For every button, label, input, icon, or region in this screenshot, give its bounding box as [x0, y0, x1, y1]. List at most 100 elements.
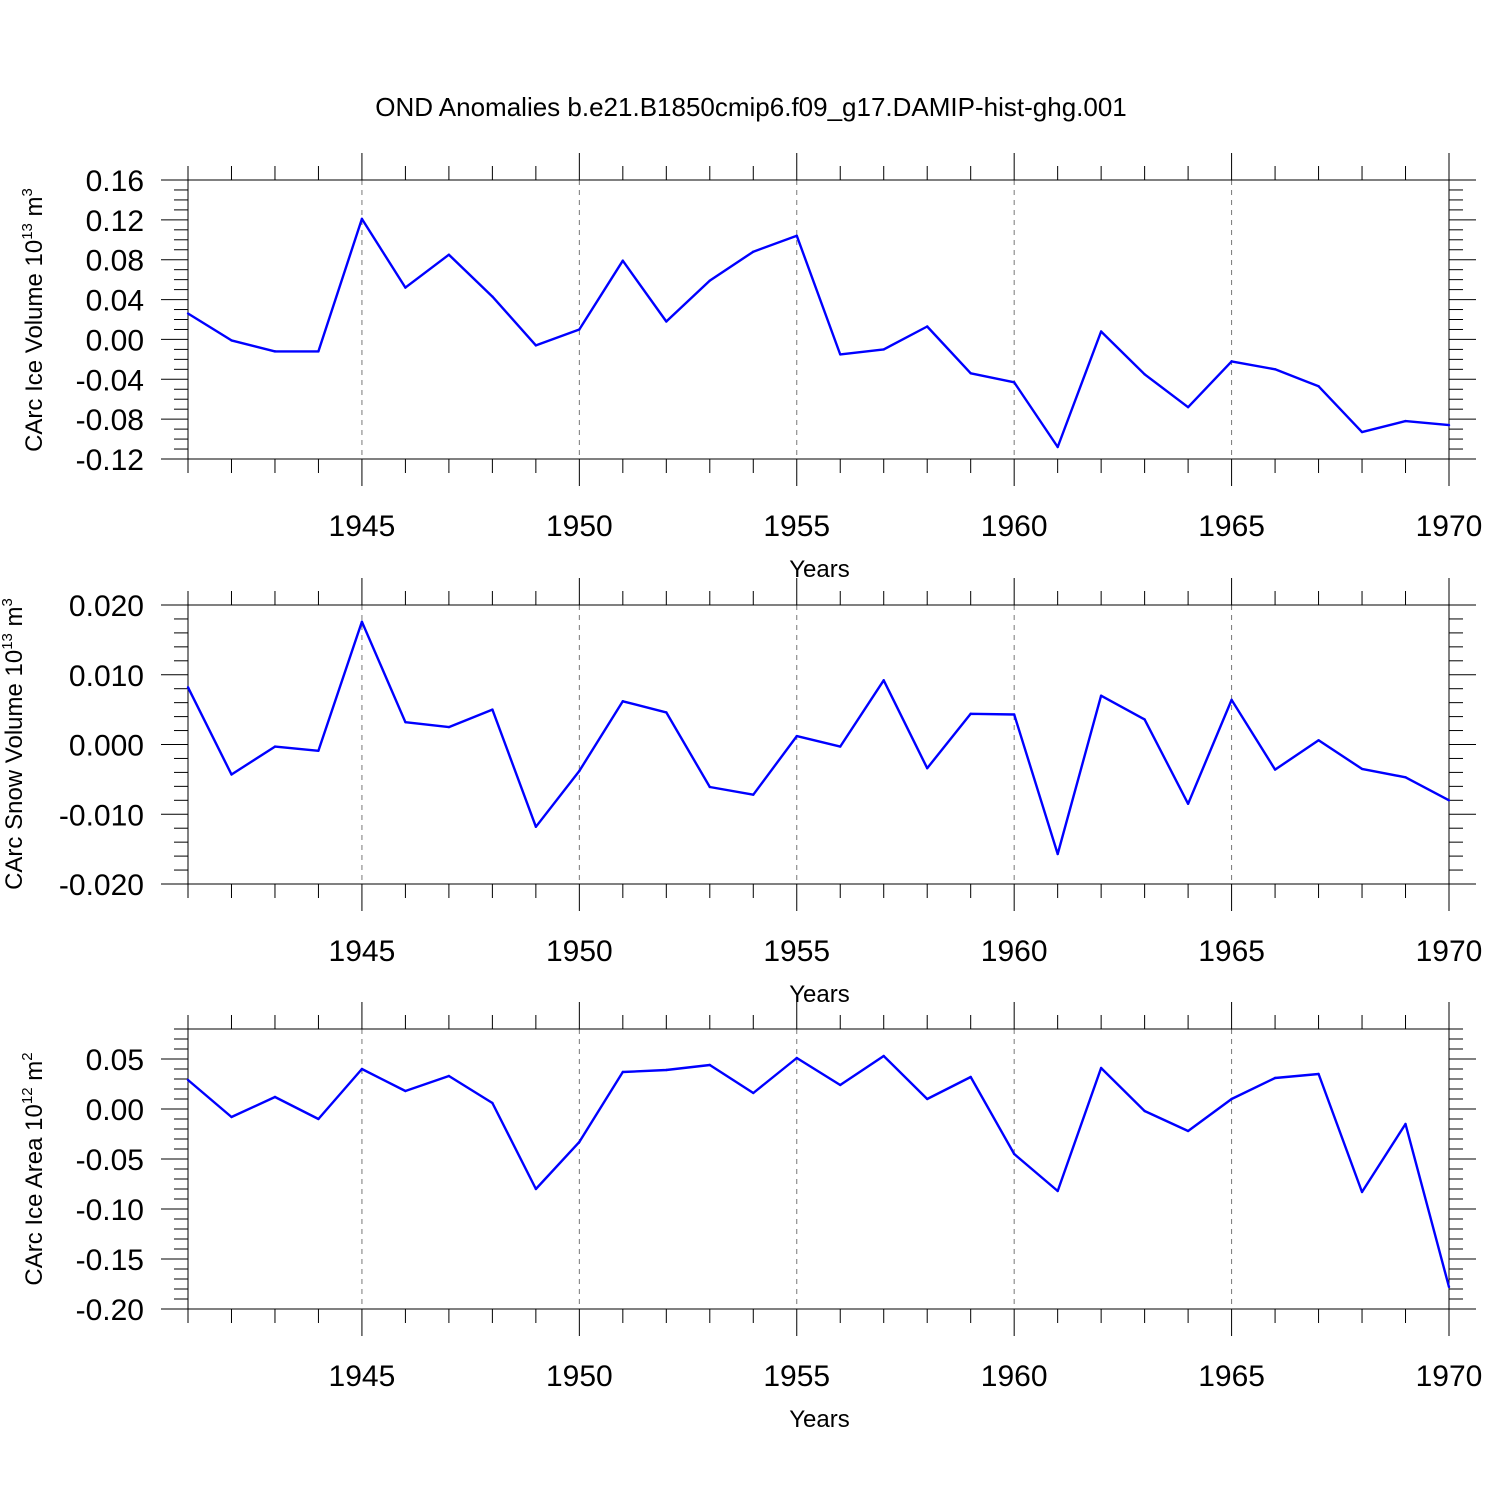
- y-axis-label-text: CArc Snow Volume 10: [1, 650, 28, 890]
- x-tick-label: 1955: [763, 510, 830, 543]
- panel-1: 0.16 0.12 0.08 0.04 0.00 -0.04 -0.08 -0.12 1945 1…: [19, 153, 1482, 583]
- panel-3: 0.05 0.00 -0.05 -0.10 -0.15 -0.20 1945 1950 1955…: [19, 1002, 1482, 1433]
- data-point: [1143, 1109, 1146, 1113]
- series-line: [186, 620, 1450, 856]
- data-point: [1230, 698, 1233, 702]
- chart-title: OND Anomalies b.e21.B1850cmip6.f09_g17.D…: [375, 92, 1127, 122]
- y-tick-label: 0.04: [86, 285, 144, 318]
- data-point: [491, 1101, 494, 1105]
- data-point: [230, 1115, 233, 1119]
- plot-frame: [187, 179, 1450, 460]
- y-axis-label: CArc Ice Area 1012 m2: [19, 1052, 48, 1285]
- data-point: [1273, 368, 1277, 371]
- data-point: [752, 793, 755, 796]
- data-point: [447, 725, 451, 729]
- data-point: [752, 250, 755, 253]
- y-tick-label: -0.10: [76, 1194, 144, 1227]
- data-point: [273, 350, 277, 353]
- y-tick-label: 0.010: [69, 660, 144, 693]
- x-tick-label: 1950: [546, 935, 613, 968]
- data-point: [578, 769, 581, 773]
- x-tick-label: 1965: [1198, 935, 1265, 968]
- data-point: [1230, 360, 1233, 363]
- data-point: [1317, 385, 1320, 388]
- data-point: [621, 1070, 625, 1074]
- data-point: [665, 711, 668, 714]
- data-point: [969, 372, 972, 375]
- data-point: [882, 679, 885, 682]
- data-point: [1143, 373, 1146, 376]
- y-axis-label-text: m: [21, 196, 48, 223]
- data-point: [1447, 799, 1451, 802]
- data-point: [665, 1068, 668, 1072]
- y-axis-label-exponent: 2: [19, 1052, 36, 1060]
- data-point: [1360, 767, 1364, 771]
- data-point: [1317, 739, 1320, 742]
- data-point: [404, 720, 407, 724]
- y-tick-label: 0.020: [69, 590, 144, 623]
- y-tick-label: -0.010: [59, 799, 144, 832]
- y-axis-label: CArc Snow Volume 1013 m3: [0, 598, 28, 890]
- data-point: [926, 1097, 929, 1101]
- data-point: [317, 350, 320, 353]
- data-point: [1447, 423, 1451, 427]
- data-point: [404, 286, 407, 289]
- x-tick-label: 1945: [329, 1360, 396, 1393]
- y-tick-label: -0.04: [76, 364, 144, 397]
- data-point: [1099, 1066, 1103, 1070]
- data-point: [882, 1054, 885, 1058]
- data-point: [1012, 1152, 1016, 1156]
- x-tick-label: 1970: [1416, 935, 1483, 968]
- data-point: [1099, 694, 1103, 697]
- x-tick-label: 1960: [981, 935, 1048, 968]
- data-point: [926, 767, 929, 770]
- data-point: [317, 749, 320, 752]
- data-point: [708, 1063, 711, 1067]
- y-tick-label: -0.20: [76, 1294, 144, 1327]
- data-point: [1012, 381, 1016, 384]
- data-point: [1317, 1072, 1320, 1076]
- data-point: [534, 825, 538, 829]
- y-axis-label-exponent: 12: [19, 1087, 36, 1104]
- data-point: [1012, 713, 1016, 716]
- y-tick-label: -0.020: [59, 869, 144, 902]
- data-point: [926, 325, 929, 328]
- data-point: [1186, 1129, 1190, 1133]
- data-point: [1099, 330, 1103, 333]
- y-axis-label-text: m: [21, 1061, 48, 1088]
- data-point: [491, 708, 494, 711]
- data-point: [1056, 852, 1059, 856]
- data-point: [578, 328, 581, 331]
- data-point: [795, 1056, 798, 1060]
- data-point: [839, 1083, 842, 1087]
- x-tick-label: 1950: [546, 1360, 613, 1393]
- y-tick-label: 0.00: [86, 324, 144, 357]
- y-tick-label: 0.12: [86, 205, 144, 238]
- y-tick-label: 0.08: [86, 245, 144, 278]
- data-point: [1273, 768, 1277, 771]
- y-axis-label-exponent: 3: [19, 188, 36, 196]
- x-tick-label: 1965: [1198, 510, 1265, 543]
- data-point: [708, 785, 711, 789]
- data-point: [317, 1117, 320, 1121]
- x-tick-label: 1970: [1416, 510, 1483, 543]
- data-point: [1404, 776, 1407, 779]
- data-point: [1056, 445, 1059, 449]
- y-axis-label-exponent: 13: [19, 223, 36, 240]
- x-tick-label: 1950: [546, 510, 613, 543]
- y-tick-label: 0.16: [86, 165, 144, 198]
- x-tick-label: 1960: [981, 1360, 1048, 1393]
- data-point: [1404, 1122, 1407, 1126]
- data-point: [186, 1078, 190, 1082]
- y-axis-label-text: CArc Ice Area 10: [21, 1104, 48, 1285]
- y-tick-label: -0.12: [76, 444, 144, 477]
- x-tick-label: 1960: [981, 510, 1048, 543]
- data-point: [360, 620, 364, 623]
- data-point: [621, 259, 625, 262]
- data-point: [969, 712, 972, 716]
- data-point: [839, 745, 842, 748]
- data-point: [665, 320, 668, 323]
- x-axis-label: Years: [789, 556, 850, 583]
- data-point: [273, 745, 277, 748]
- x-tick-label: 1965: [1198, 1360, 1265, 1393]
